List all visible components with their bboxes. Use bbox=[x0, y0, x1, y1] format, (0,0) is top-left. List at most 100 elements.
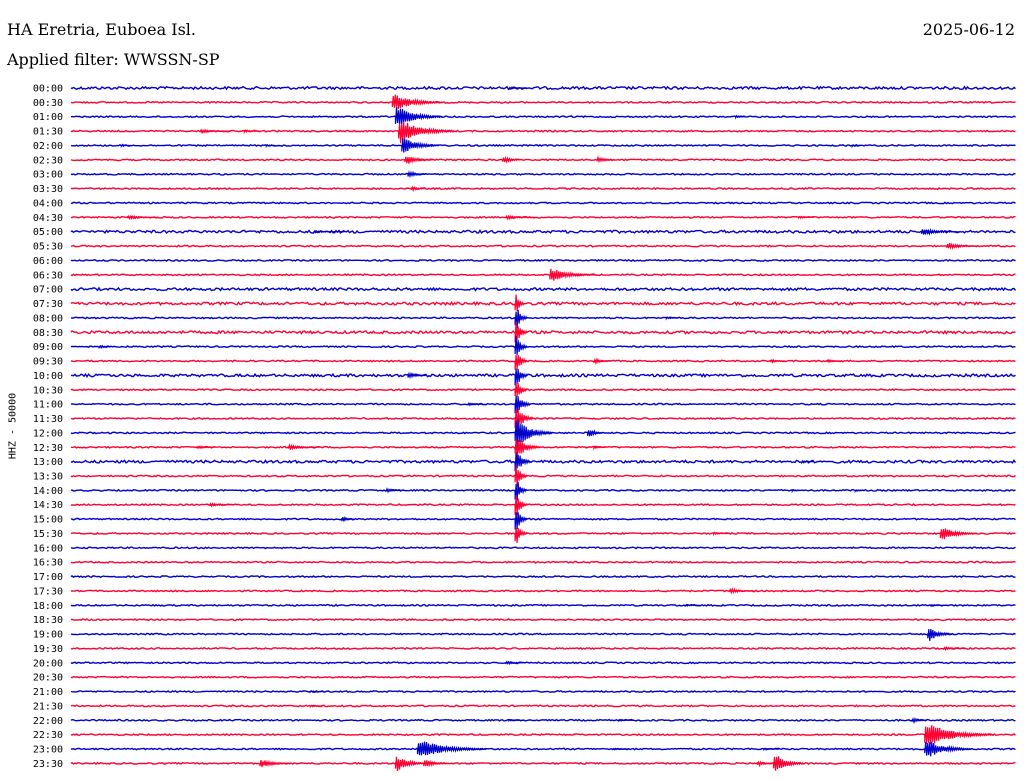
event-signal bbox=[735, 114, 745, 120]
trace-line bbox=[70, 560, 1016, 564]
row-time-label: 12:00 bbox=[33, 428, 63, 439]
event-signal bbox=[826, 358, 843, 364]
event-signal bbox=[385, 487, 405, 494]
row-time-label: 03:30 bbox=[33, 184, 63, 195]
trace-line bbox=[70, 215, 1016, 219]
trace-line bbox=[70, 761, 1016, 766]
event-signal bbox=[514, 336, 528, 355]
row-time-label: 06:00 bbox=[33, 256, 63, 267]
row-time-label: 15:30 bbox=[33, 529, 63, 540]
trace-line bbox=[70, 517, 1016, 521]
trace-line bbox=[70, 575, 1016, 579]
trace-line bbox=[70, 172, 1016, 176]
row-time-label: 04:00 bbox=[33, 198, 63, 209]
event-signal bbox=[416, 741, 487, 756]
row-time-label: 08:00 bbox=[33, 313, 63, 324]
row-time-label: 16:00 bbox=[33, 543, 63, 554]
event-signal bbox=[467, 402, 484, 407]
trace-line bbox=[70, 158, 1016, 162]
row-time-label: 18:30 bbox=[33, 615, 63, 626]
event-signal bbox=[930, 603, 947, 608]
event-signal bbox=[757, 760, 773, 768]
filter-label: Applied filter: WWSSN-SP bbox=[7, 50, 220, 69]
trace-line bbox=[70, 474, 1016, 478]
event-signal bbox=[801, 459, 814, 465]
event-signal bbox=[791, 488, 802, 494]
trace-line bbox=[70, 286, 1017, 292]
event-signal bbox=[769, 358, 786, 364]
event-signal bbox=[514, 368, 528, 386]
event-signal bbox=[391, 94, 443, 110]
event-signal bbox=[665, 316, 679, 321]
event-signal bbox=[514, 482, 528, 501]
event-signal bbox=[924, 725, 995, 745]
row-time-label: 13:30 bbox=[33, 471, 63, 482]
event-signal bbox=[514, 418, 553, 448]
event-signal bbox=[587, 429, 603, 437]
trace-line bbox=[70, 458, 1017, 465]
row-time-label: 21:30 bbox=[33, 701, 63, 712]
event-signal bbox=[798, 215, 814, 220]
trace-line bbox=[70, 618, 1016, 622]
event-signal bbox=[593, 445, 607, 451]
event-signal bbox=[505, 214, 537, 221]
event-signal bbox=[763, 747, 780, 752]
row-time-label: 10:30 bbox=[33, 385, 63, 396]
trace-line bbox=[71, 589, 1016, 593]
event-signal bbox=[407, 170, 427, 179]
row-time-label: 01:30 bbox=[33, 127, 63, 138]
row-time-label: 13:00 bbox=[33, 457, 63, 468]
event-signal bbox=[407, 371, 427, 380]
event-signal bbox=[120, 143, 131, 149]
event-signal bbox=[394, 107, 443, 125]
row-time-label: 22:00 bbox=[33, 716, 63, 727]
row-time-label: 20:30 bbox=[33, 673, 63, 684]
event-signal bbox=[243, 129, 260, 135]
event-signal bbox=[851, 144, 862, 149]
row-time-label: 08:30 bbox=[33, 328, 63, 339]
event-signal bbox=[196, 444, 216, 450]
row-time-label: 22:30 bbox=[33, 730, 63, 741]
trace-line bbox=[70, 129, 1016, 133]
trace-line bbox=[70, 603, 1016, 607]
trace-line bbox=[70, 503, 1016, 507]
event-signal bbox=[684, 603, 701, 608]
trace-line bbox=[70, 689, 1016, 694]
event-signal bbox=[927, 628, 954, 641]
trace-line bbox=[70, 488, 1016, 492]
trace-line bbox=[70, 273, 1016, 277]
row-time-label: 23:00 bbox=[33, 745, 63, 756]
event-signal bbox=[309, 690, 323, 694]
trace-line bbox=[71, 372, 1016, 379]
row-time-label: 09:00 bbox=[33, 342, 63, 353]
trace-line bbox=[70, 632, 1016, 636]
row-time-label: 20:00 bbox=[33, 658, 63, 669]
event-signal bbox=[287, 442, 320, 451]
trace-line bbox=[70, 531, 1016, 536]
row-time-label: 11:00 bbox=[33, 400, 63, 411]
trace-line bbox=[70, 718, 1016, 722]
event-signal bbox=[612, 747, 628, 751]
row-time-label: 19:30 bbox=[33, 644, 63, 655]
row-time-label: 04:30 bbox=[33, 213, 63, 224]
trace-line bbox=[70, 300, 1016, 307]
row-time-label: 07:00 bbox=[33, 285, 63, 296]
row-time-label: 18:00 bbox=[33, 601, 63, 612]
trace-line bbox=[70, 646, 1016, 651]
row-time-label: 15:00 bbox=[33, 515, 63, 526]
event-signal bbox=[596, 155, 616, 164]
event-signal bbox=[199, 128, 232, 135]
event-signal bbox=[514, 495, 528, 516]
row-time-label: 01:00 bbox=[33, 112, 63, 123]
trace-line bbox=[70, 661, 1016, 665]
trace-line bbox=[70, 359, 1016, 363]
row-time-label: 07:30 bbox=[33, 299, 63, 310]
event-signal bbox=[939, 528, 978, 540]
row-time-label: 00:00 bbox=[33, 84, 63, 95]
trace-line bbox=[70, 704, 1016, 708]
trace-line bbox=[70, 85, 1016, 91]
trace-line bbox=[70, 143, 1016, 148]
event-signal bbox=[514, 321, 528, 343]
trace-line bbox=[71, 244, 1016, 248]
